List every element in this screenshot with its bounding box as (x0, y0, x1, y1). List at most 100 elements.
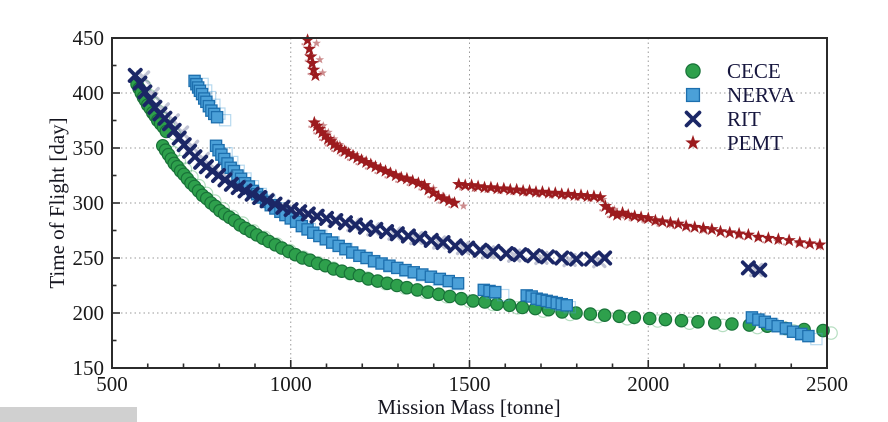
x-tick-label: 500 (96, 372, 128, 396)
star-marker (529, 185, 543, 198)
star-marker (761, 231, 775, 244)
star-marker (751, 230, 765, 243)
square-marker (210, 110, 224, 124)
x-axis-title: Mission Mass [tonne] (377, 395, 561, 419)
star-marker (641, 211, 655, 225)
circle-marker (658, 312, 673, 327)
star-fragment (448, 206, 451, 208)
star-marker (308, 68, 323, 82)
circle-marker (583, 307, 598, 321)
star-marker (535, 185, 550, 198)
star-marker (606, 205, 620, 219)
x-marker (512, 247, 528, 263)
star-fragment (510, 192, 513, 195)
watermark-strip (0, 407, 137, 422)
star-marker (368, 159, 383, 173)
x-marker (412, 230, 428, 246)
x-marker (435, 235, 451, 251)
x-marker (460, 240, 476, 256)
star-marker (696, 221, 710, 234)
ghost-star-marker (335, 139, 345, 149)
circle-marker (685, 63, 701, 79)
star-marker (330, 139, 344, 153)
star-marker (561, 187, 575, 200)
star-marker (634, 210, 648, 223)
x-marker (684, 110, 702, 128)
star-marker (338, 144, 352, 157)
star-marker (302, 42, 316, 55)
star-fragment (308, 125, 311, 128)
x-tick-label: 1000 (270, 372, 312, 396)
x-marker (137, 84, 153, 100)
star-marker (315, 125, 329, 139)
star-marker (593, 190, 607, 204)
star-marker (421, 182, 435, 196)
x-marker (485, 243, 501, 259)
star-marker (378, 164, 393, 177)
square-marker (451, 277, 465, 290)
y-tick-label: 400 (73, 81, 105, 105)
star-fragment (575, 198, 578, 201)
star-marker (732, 226, 746, 240)
y-tick-label: 200 (73, 301, 105, 325)
legend-item-rit: RIT (684, 107, 761, 131)
star-marker (389, 168, 403, 182)
star-fragment (364, 167, 367, 170)
y-axis-title: Time of Flight [day] (45, 117, 69, 289)
star-marker (305, 56, 319, 69)
star-fragment (384, 176, 387, 179)
star-marker (503, 182, 517, 196)
star-marker (741, 227, 755, 241)
series-rit (127, 67, 768, 278)
square-marker (488, 285, 502, 299)
star-marker (307, 62, 321, 76)
x-marker (568, 251, 584, 267)
star-marker (304, 49, 318, 63)
star-marker (602, 202, 616, 216)
star-marker (713, 224, 728, 238)
star-marker (411, 176, 425, 189)
star-fragment (562, 197, 565, 200)
star-fragment (723, 235, 726, 238)
circle-marker (431, 287, 446, 302)
legend-item-pemt: PEMT (685, 131, 783, 155)
star-marker (406, 174, 420, 187)
star-fragment (742, 237, 745, 240)
star-fragment (355, 163, 358, 166)
star-marker (307, 115, 321, 129)
star-marker (679, 219, 693, 232)
star-fragment (313, 132, 316, 135)
circle-marker (691, 314, 705, 329)
star-marker (510, 182, 524, 196)
star-marker (655, 214, 670, 228)
star-marker (312, 122, 326, 135)
star-fragment (395, 180, 398, 183)
x-marker (237, 183, 253, 199)
star-marker (342, 146, 356, 160)
star-marker (548, 186, 562, 199)
square-marker (685, 87, 701, 103)
circle-marker (725, 317, 739, 331)
x-marker (740, 260, 756, 276)
star-marker (598, 199, 612, 212)
star-marker (321, 132, 335, 145)
circle-marker (707, 316, 722, 330)
y-tick-label: 150 (73, 356, 105, 380)
legend-item-cece: CECE (685, 59, 781, 83)
star-fragment (307, 72, 310, 75)
star-marker (300, 33, 315, 46)
circle-marker (443, 289, 457, 304)
ghost-star-marker (459, 201, 468, 210)
star-marker (587, 189, 601, 203)
star-marker (373, 161, 388, 175)
star-marker (354, 153, 369, 166)
star-marker (346, 148, 360, 162)
star-marker (663, 215, 678, 229)
star-marker (705, 222, 719, 236)
ghost-star-marker (315, 55, 325, 64)
x-marker (597, 250, 613, 266)
star-marker (555, 187, 569, 200)
